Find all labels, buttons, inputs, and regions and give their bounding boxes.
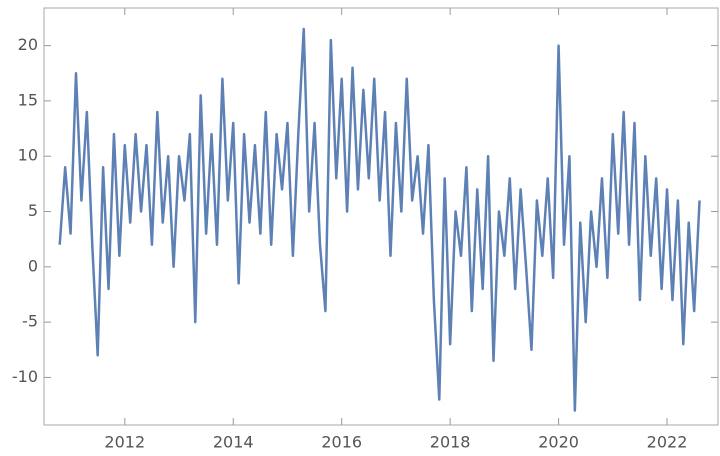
y-tick-label: 0 <box>28 256 38 275</box>
y-tick-label: -10 <box>12 367 38 386</box>
y-tick-label: 10 <box>18 146 38 165</box>
y-tick-label: -5 <box>22 312 38 331</box>
y-tick-label: 5 <box>28 201 38 220</box>
x-tick-label: 2014 <box>213 433 254 452</box>
x-tick-label: 2022 <box>647 433 688 452</box>
y-tick-label: 15 <box>18 90 38 109</box>
x-tick-label: 2020 <box>538 433 579 452</box>
x-tick-label: 2018 <box>430 433 471 452</box>
data-line <box>58 27 701 412</box>
x-tick-label: 2016 <box>321 433 362 452</box>
x-tick-label: 2012 <box>104 433 145 452</box>
y-tick-label: 20 <box>18 35 38 54</box>
plot-frame <box>43 7 719 426</box>
